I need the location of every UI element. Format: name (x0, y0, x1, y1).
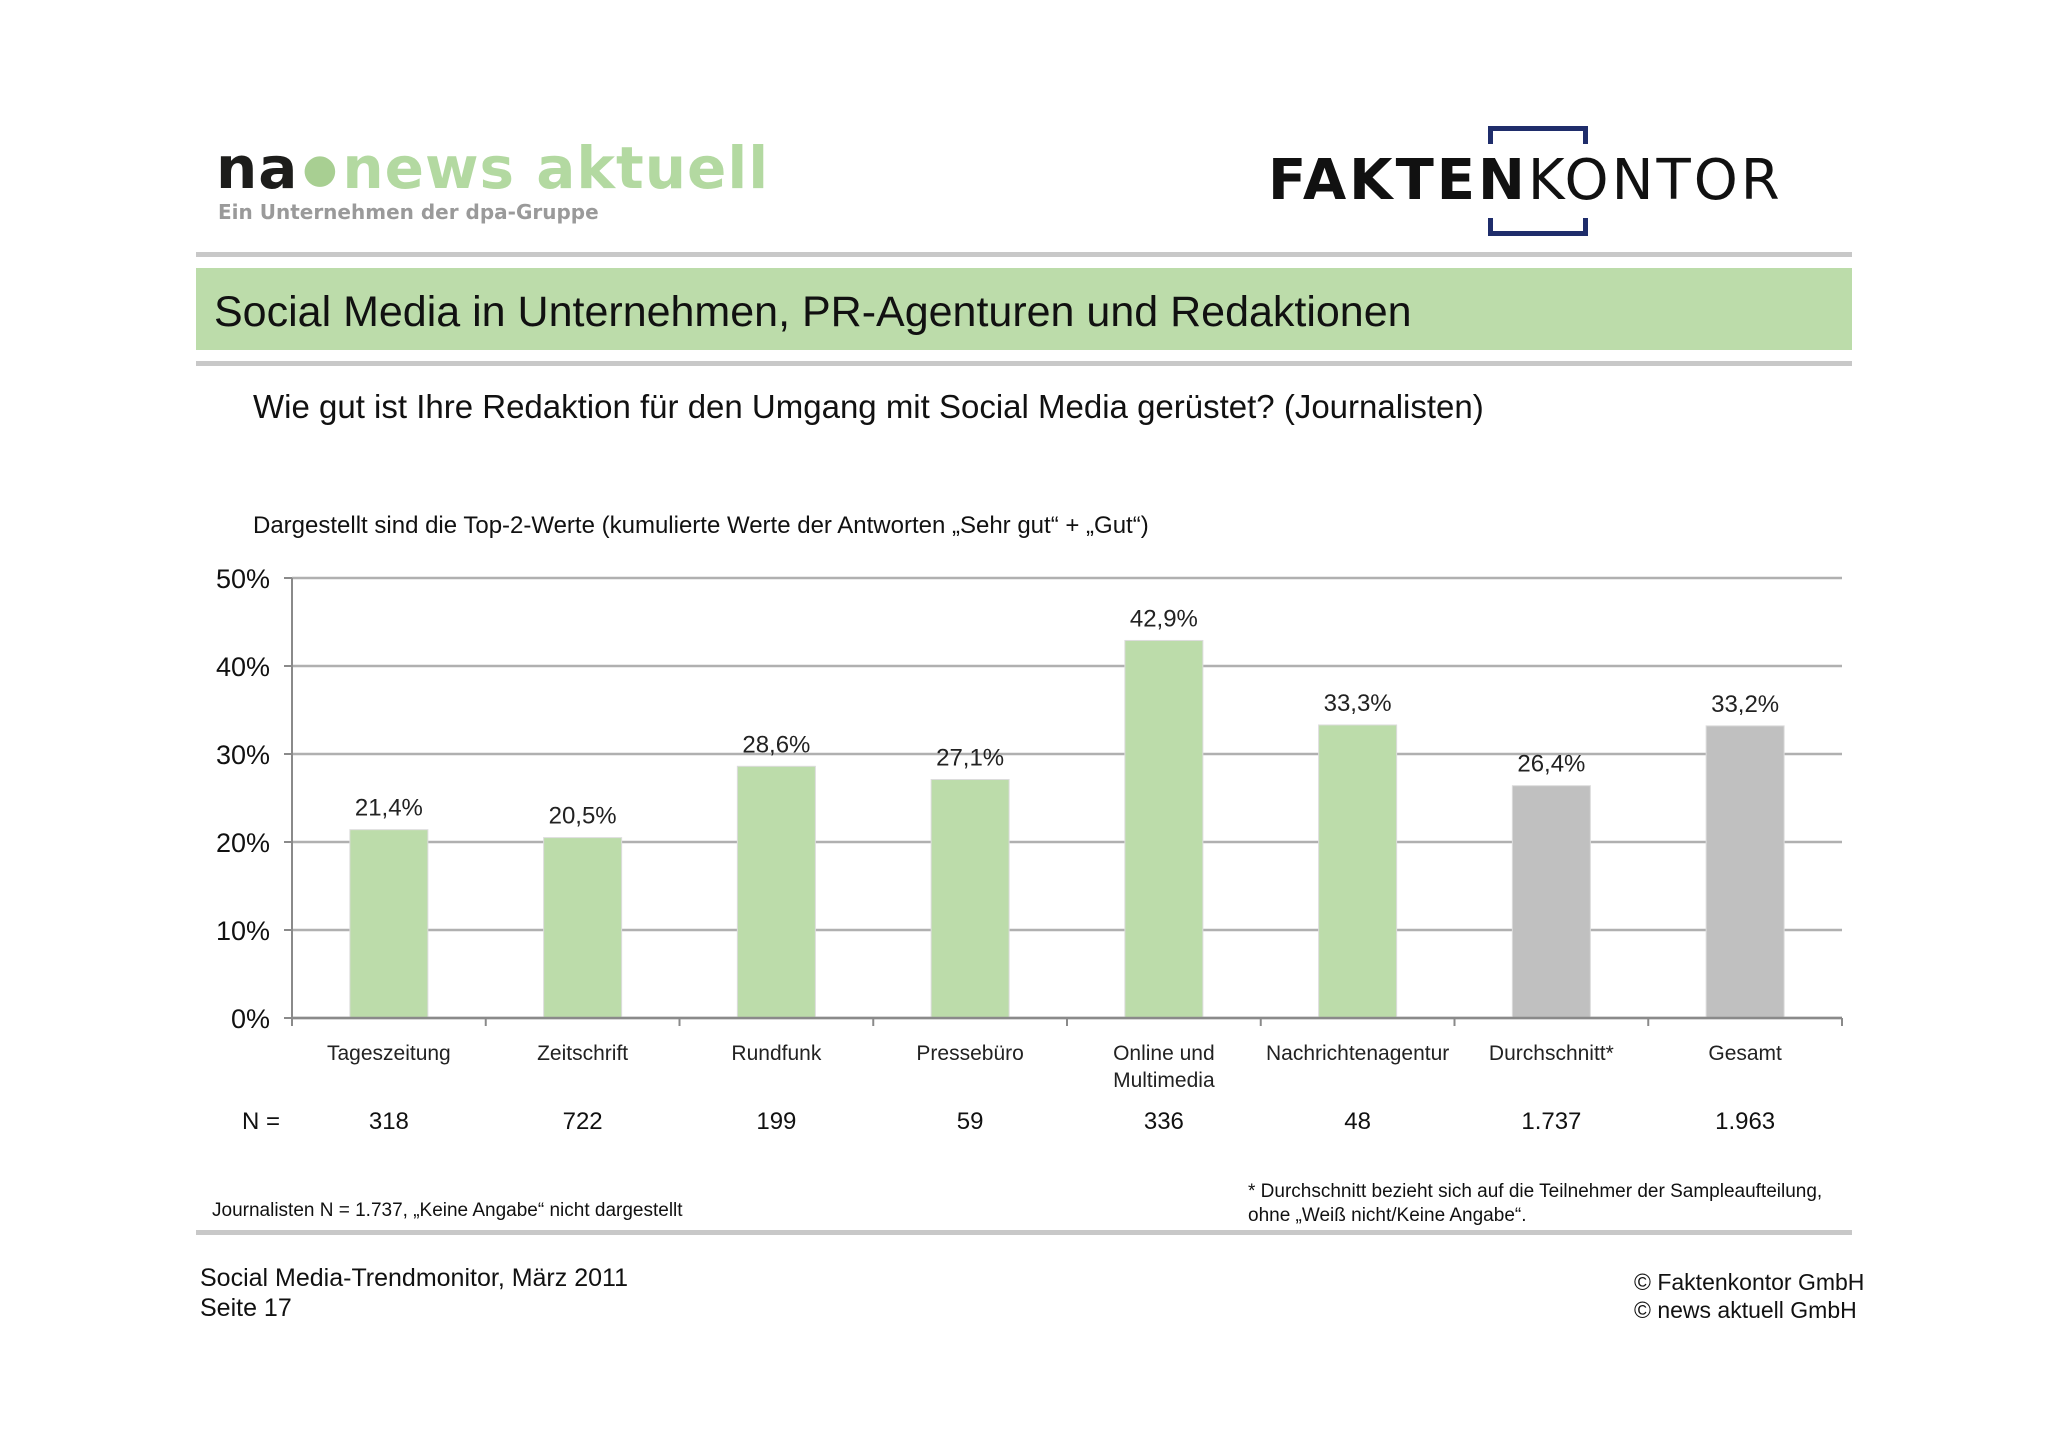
footnote-right-line1: * Durchschnitt bezieht sich auf die Teil… (1248, 1181, 1823, 1202)
sample-size-value: 48 (1344, 1108, 1371, 1135)
data-label: 42,9% (1130, 605, 1198, 632)
data-label: 28,6% (742, 731, 810, 758)
data-label: 33,3% (1324, 690, 1392, 717)
sample-size-value: 1.963 (1715, 1108, 1776, 1135)
logo-na-text: na (216, 134, 299, 202)
logo-frame-top (1488, 126, 1588, 144)
category-label: Nachrichtenagentur (1266, 1042, 1449, 1065)
data-label: 20,5% (549, 803, 617, 830)
sample-size-value: 336 (1143, 1108, 1184, 1135)
y-tick-label: 30% (216, 740, 270, 770)
footer-copyright-1: © Faktenkontor GmbH (1634, 1269, 1865, 1295)
footer-right: © Faktenkontor GmbH © news aktuell GmbH (1634, 1268, 1864, 1324)
bar (1511, 785, 1591, 1019)
footer-copyright-2: © news aktuell GmbH (1634, 1297, 1857, 1323)
y-tick-label: 50% (216, 564, 270, 594)
category-label: Gesamt (1708, 1042, 1782, 1065)
logo-kontor-text: KONTOR (1527, 148, 1783, 213)
data-label: 26,4% (1517, 751, 1585, 778)
sample-size-value: 318 (368, 1108, 409, 1135)
y-tick-label: 0% (231, 1004, 270, 1034)
sample-size-label: N = (242, 1108, 281, 1135)
chart-note: Dargestellt sind die Top-2-Werte (kumuli… (253, 512, 1149, 539)
y-tick-label: 10% (216, 916, 270, 946)
category-label: Online und (1113, 1042, 1215, 1065)
faktenkontor-wordmark: FAKTENKONTOR (1268, 148, 1783, 213)
category-label: Zeitschrift (537, 1042, 628, 1065)
bar (349, 829, 429, 1019)
divider-below-title (196, 361, 1852, 366)
logo-brand-text: news aktuell (342, 134, 770, 202)
sample-size-value: 1.737 (1521, 1108, 1582, 1135)
y-tick-label: 40% (216, 652, 270, 682)
bar (930, 779, 1010, 1019)
bar (1124, 639, 1204, 1019)
divider-top (196, 252, 1852, 257)
footnote-right-line2: ohne „Weiß nicht/Keine Angabe“. (1248, 1205, 1527, 1226)
category-label: Tageszeitung (327, 1042, 451, 1065)
logo-fakten-text: FAKTEN (1268, 148, 1528, 213)
bar (1318, 724, 1398, 1019)
sample-size-value: 199 (756, 1108, 797, 1135)
logo-dot: ● (302, 146, 339, 192)
sample-size-value: 722 (562, 1108, 603, 1135)
data-label: 27,1% (936, 745, 1004, 772)
data-label: 33,2% (1711, 691, 1779, 718)
logo-frame-bottom (1488, 218, 1588, 236)
title-bar: Social Media in Unternehmen, PR-Agenture… (196, 268, 1852, 350)
category-label: Durchschnitt* (1489, 1042, 1614, 1065)
logo-tagline: Ein Unternehmen der dpa-Gruppe (218, 200, 599, 224)
footer-left: Social Media-Trendmonitor, März 2011 Sei… (200, 1263, 628, 1323)
bar (543, 837, 623, 1019)
news-aktuell-logo: na ●news aktuell Ein Unternehmen der dpa-… (216, 134, 768, 224)
footer-report-name: Social Media-Trendmonitor, März 2011 (200, 1264, 628, 1292)
y-tick-label: 20% (216, 828, 270, 858)
bar (736, 765, 816, 1019)
category-label: Rundfunk (731, 1042, 821, 1065)
category-label: Multimedia (1113, 1069, 1215, 1092)
news-aktuell-wordmark: na ●news aktuell (216, 134, 769, 202)
footnote-right: * Durchschnitt bezieht sich auf die Teil… (1248, 1180, 1822, 1228)
page-title: Social Media in Unternehmen, PR-Agenture… (214, 288, 1412, 336)
faktenkontor-logo: FAKTENKONTOR (1268, 126, 1828, 238)
survey-question: Wie gut ist Ihre Redaktion für den Umgan… (253, 388, 1484, 425)
bar-chart: 0% 10% 20% 30% 40% 50% 21,4% Tageszeitung 20,5% Z… (216, 564, 1843, 1092)
sample-size-value: 59 (956, 1108, 984, 1135)
bar (1705, 725, 1785, 1019)
footnote-left: Journalisten N = 1.737, „Keine Angabe“ n… (212, 1200, 683, 1221)
category-label: Pressebüro (916, 1042, 1023, 1065)
data-label: 21,4% (355, 795, 423, 822)
footer-page-number: Seite 17 (200, 1294, 292, 1322)
divider-bottom (196, 1230, 1852, 1235)
